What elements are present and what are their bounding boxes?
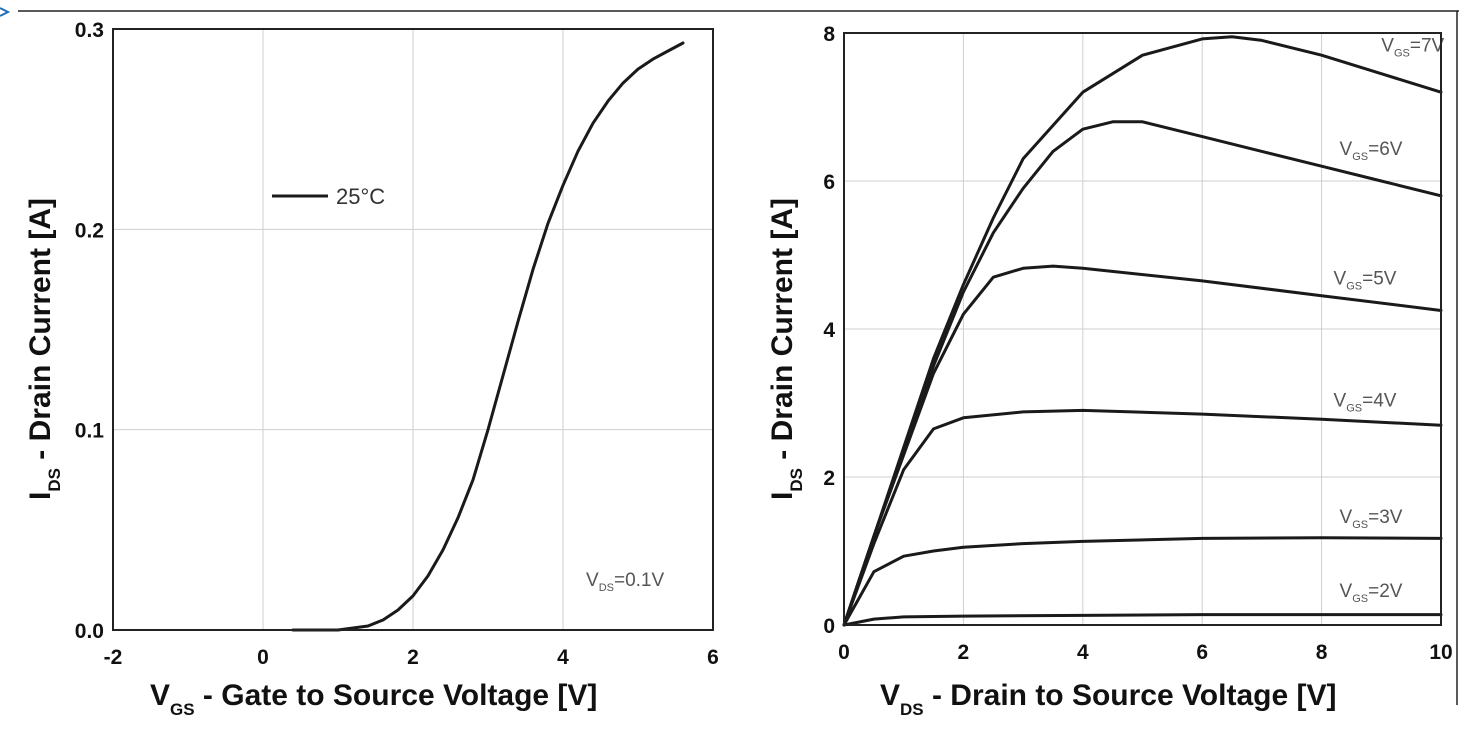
- right-series-line-2: [842, 120, 1443, 627]
- legend: 25°C: [272, 184, 385, 209]
- transfer-characteristic-chart: -2 0 2 4 6 0.0 0.1 0.2 0.3 25°C VDS=0.1V VGS - …: [24, 19, 719, 719]
- right-x-tick-label: 2: [958, 641, 970, 664]
- right-series-line-1: [842, 35, 1443, 627]
- right-x-tick-label: 8: [1316, 641, 1328, 664]
- left-y-tick-label: 0.0: [75, 620, 104, 643]
- output-characteristic-chart: VGS=7V VGS=6V VGS=5V VGS=4V VGS=3V VGS=2V 0 2 4…: [766, 23, 1453, 719]
- right-x-tick-label: 6: [1196, 641, 1208, 664]
- left-x-tick-label: -2: [104, 646, 123, 669]
- left-x-tick-labels: -2 0 2 4 6: [104, 646, 719, 669]
- right-y-tick-label: 4: [823, 319, 835, 342]
- right-series-line-5: [842, 536, 1443, 627]
- right-x-tick-label: 4: [1077, 641, 1089, 664]
- right-series-label-2: VGS=6V: [1340, 139, 1403, 163]
- right-y-axis-label: IDS - Drain Current [A]: [766, 198, 806, 500]
- right-series-line-6: [842, 613, 1443, 627]
- left-x-tick-label: 6: [707, 646, 719, 669]
- left-y-tick-labels: 0.0 0.1 0.2 0.3: [75, 19, 105, 643]
- vds-annotation: VDS=0.1V: [586, 570, 664, 594]
- right-y-tick-label: 8: [823, 23, 835, 46]
- right-series-label-4: VGS=4V: [1334, 391, 1397, 415]
- right-series-label-1: VGS=7V: [1381, 36, 1444, 60]
- left-series-line-1: [291, 41, 685, 632]
- legend-label-25c: 25°C: [336, 184, 385, 209]
- right-y-tick-label: 0: [823, 615, 835, 638]
- left-y-tick-label: 0.1: [75, 420, 105, 443]
- right-plot-frame: [843, 32, 1442, 626]
- right-series-group: [842, 35, 1443, 627]
- right-x-tick-label: 10: [1429, 641, 1452, 664]
- corner-marker-icon: [0, 7, 11, 17]
- left-plot-frame: [112, 28, 714, 631]
- right-series-label-6: VGS=2V: [1340, 581, 1403, 605]
- left-y-tick-label: 0.2: [75, 219, 104, 242]
- left-gridlines: [113, 29, 713, 630]
- right-series-line-4: [842, 408, 1443, 627]
- right-y-tick-labels: 0 2 4 6 8: [823, 23, 835, 638]
- left-y-tick-label: 0.3: [75, 19, 104, 42]
- right-gridlines: [844, 33, 1441, 625]
- left-x-axis-label: VGS - Gate to Source Voltage [V]: [150, 679, 597, 719]
- right-y-tick-label: 2: [823, 467, 835, 490]
- right-x-axis-label: VDS - Drain to Source Voltage [V]: [880, 679, 1336, 719]
- left-x-tick-label: 4: [557, 646, 569, 669]
- left-x-tick-label: 0: [257, 646, 269, 669]
- right-series-label-3: VGS=5V: [1334, 269, 1397, 293]
- right-y-tick-label: 6: [823, 171, 835, 194]
- right-series-label-5: VGS=3V: [1340, 507, 1403, 531]
- right-series-labels: VGS=7V VGS=6V VGS=5V VGS=4V VGS=3V VGS=2V: [1334, 36, 1445, 605]
- left-y-axis-label: IDS - Drain Current [A]: [24, 198, 64, 500]
- left-series-group: [291, 41, 685, 632]
- right-series-line-3: [842, 264, 1443, 627]
- left-x-tick-label: 2: [407, 646, 419, 669]
- right-x-tick-label: 0: [838, 641, 850, 664]
- right-x-tick-labels: 0 2 4 6 8 10: [838, 641, 1453, 664]
